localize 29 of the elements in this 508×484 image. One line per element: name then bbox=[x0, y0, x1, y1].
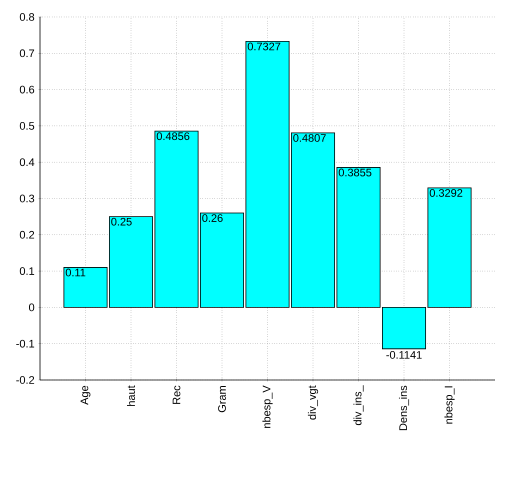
y-tick-label: 0.5 bbox=[20, 122, 34, 130]
x-tick-label: Dens_ins bbox=[398, 386, 410, 430]
data-label: 0.25 bbox=[111, 218, 132, 226]
x-tick-label: haut bbox=[126, 385, 136, 406]
y-tick-label: 0.4 bbox=[20, 158, 34, 166]
data-label: -0.1141 bbox=[386, 351, 422, 359]
data-label: 0.3855 bbox=[338, 168, 372, 176]
data-label: 0.26 bbox=[202, 214, 223, 222]
data-label: 0.3292 bbox=[430, 189, 462, 197]
y-tick-label: -0.1 bbox=[16, 340, 34, 348]
x-tick-label: Rec bbox=[172, 386, 180, 404]
data-label: 0.7327 bbox=[248, 42, 280, 50]
y-tick-label: 0.8 bbox=[20, 13, 34, 21]
data-label: 0.4856 bbox=[156, 132, 190, 140]
y-tick-label: -0.2 bbox=[16, 376, 34, 384]
y-tick-label: 0.6 bbox=[20, 86, 34, 94]
x-tick-label: div_vgt bbox=[308, 385, 318, 420]
y-tick-label: 0.2 bbox=[20, 230, 34, 239]
y-tick-label: 0.3 bbox=[20, 194, 34, 202]
y-tick-label: 0.1 bbox=[20, 267, 34, 275]
y-tick-label: 0.7 bbox=[20, 49, 34, 58]
data-label: 0.11 bbox=[66, 268, 86, 276]
x-tick-label: div_ins_ bbox=[353, 385, 364, 426]
data-label: 0.4807 bbox=[293, 134, 326, 142]
x-tick-label: Age bbox=[80, 386, 90, 405]
y-tick-label: 0 bbox=[28, 304, 34, 312]
x-tick-label: Gram bbox=[218, 386, 226, 412]
x-tick-label: nbesp_V bbox=[262, 385, 273, 428]
x-tick-label: nbesp_I bbox=[444, 386, 455, 424]
